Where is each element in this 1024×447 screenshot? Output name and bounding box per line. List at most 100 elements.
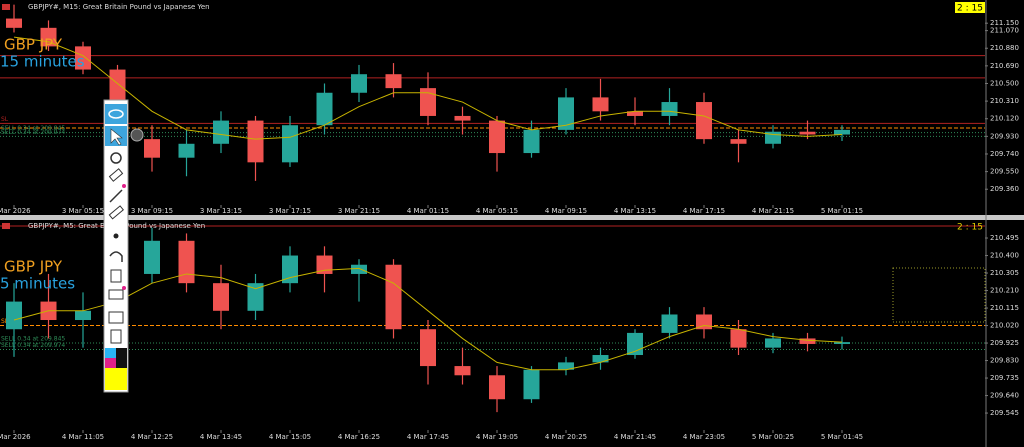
timer: 2 : 15 [957,4,983,14]
candle-body [351,264,367,274]
level-label: SELL 0.34 at 209.845 [1,125,65,132]
moving-average [13,36,843,140]
y-tick-label: 211.150 [990,19,1019,27]
badge [122,184,126,188]
candle-body [351,74,367,93]
level-label: SL [1,116,9,123]
candle-body [661,314,678,333]
x-tick-label: 4 Mar 21:45 [614,433,656,441]
candle-body [282,255,298,284]
candle-body [6,18,22,28]
y-tick-label: 210.310 [990,97,1019,105]
candle-body [420,88,436,116]
badge [122,286,126,290]
symbol-label: GBP JPY [4,36,63,54]
y-tick-label: 210.495 [990,234,1019,242]
toolbar-clipboard[interactable] [110,329,122,344]
x-tick-label: 3 Mar 17:15 [269,207,311,215]
toolbar-undo[interactable] [109,251,123,262]
timer-box [955,2,985,13]
candle-body [385,74,402,89]
toolbar-eye[interactable] [105,104,127,124]
level-label: SELL 0.34 at 209.974 [1,129,65,136]
candle-body [489,120,505,154]
candle-body [834,129,850,135]
symbol-icon [2,4,10,10]
candle-body [765,338,781,348]
toolbar-line[interactable] [109,189,123,203]
symbol-label: GBP JPY [4,258,63,276]
selection-box [892,267,986,323]
y-tick-label: 209.740 [990,150,1019,158]
x-tick-label: 4 Mar 01:15 [407,207,449,215]
candle-body [834,342,850,344]
level-label: SELL 0.34 at 209.974 [1,342,65,349]
x-tick-label: 4 Mar 13:15 [614,207,656,215]
x-tick-label: 4 Mar 21:15 [752,207,794,215]
y-tick-label: 210.120 [990,115,1019,123]
y-tick-label: 209.930 [990,132,1019,140]
x-tick-label: 4 Mar 11:05 [62,433,104,441]
candle-body [730,329,747,348]
y-tick-label: 209.640 [990,392,1019,400]
x-tick-label: 3 Mar 21:15 [338,207,380,215]
swatch-yellow[interactable] [105,368,127,390]
symbol-icon [2,223,10,229]
candle-body [799,131,816,135]
x-tick-label: 4 Mar 23:05 [683,433,725,441]
candle-body [247,283,264,311]
candle-body [661,102,678,116]
candle-body [523,129,540,154]
candle-body [558,97,574,130]
x-tick-label: 4 Mar 12:25 [131,433,173,441]
x-tick-label: 3 Mar 05:15 [62,207,104,215]
y-tick-label: 210.115 [990,304,1019,312]
candle-body [144,139,160,158]
swatch-black[interactable] [116,358,127,368]
x-tick-label: 4 Mar 09:15 [545,207,587,215]
y-tick-label: 210.305 [990,269,1019,277]
candle-body [316,255,333,274]
swatch-magenta[interactable] [105,358,116,368]
toolbar-dot[interactable] [113,233,119,239]
eye-icon [108,109,124,119]
x-tick-label: 3 Mar 13:15 [200,207,242,215]
y-tick-label: 209.550 [990,168,1019,176]
x-tick-label: 4 Mar 17:45 [407,433,449,441]
toolbar-ruler[interactable] [108,205,124,220]
candle-body [730,139,747,144]
toolbar-screenshot[interactable] [108,311,124,324]
swatch-cyan[interactable] [105,348,116,358]
drawing-toolbar [103,99,144,393]
y-tick-label: 209.735 [990,374,1019,382]
y-tick-label: 210.880 [990,44,1019,52]
toolbar-delete[interactable] [110,269,122,283]
toolbar-magnet[interactable] [110,152,122,164]
candle-body [627,111,643,116]
candle-body [75,46,91,70]
candle-body [454,115,471,121]
candle-body [247,120,264,163]
y-tick-label: 210.500 [990,79,1019,87]
toolbar-cart[interactable] [108,289,124,300]
x-tick-label: 5 Mar 01:15 [821,207,863,215]
candle-body [489,375,505,400]
candle-body [696,102,712,140]
period-label: 15 minutes [0,53,85,71]
x-tick-label: 5 Mar 01:45 [821,433,863,441]
level-label: SL [1,318,9,325]
x-tick-label: 4 Mar 20:25 [545,433,587,441]
candle-body [75,310,91,321]
toolbar-eraser[interactable] [108,168,124,182]
y-tick-label: 211.070 [990,27,1019,35]
y-tick-label: 209.545 [990,409,1019,417]
x-tick-label: 3 Mar 09:15 [131,207,173,215]
panel-divider [0,215,1024,220]
x-tick-label: 4 Mar 17:15 [683,207,725,215]
candle-body [178,240,195,284]
crosshair-button[interactable] [130,128,144,142]
candle-body [592,97,609,112]
swatch-black[interactable] [116,348,127,358]
